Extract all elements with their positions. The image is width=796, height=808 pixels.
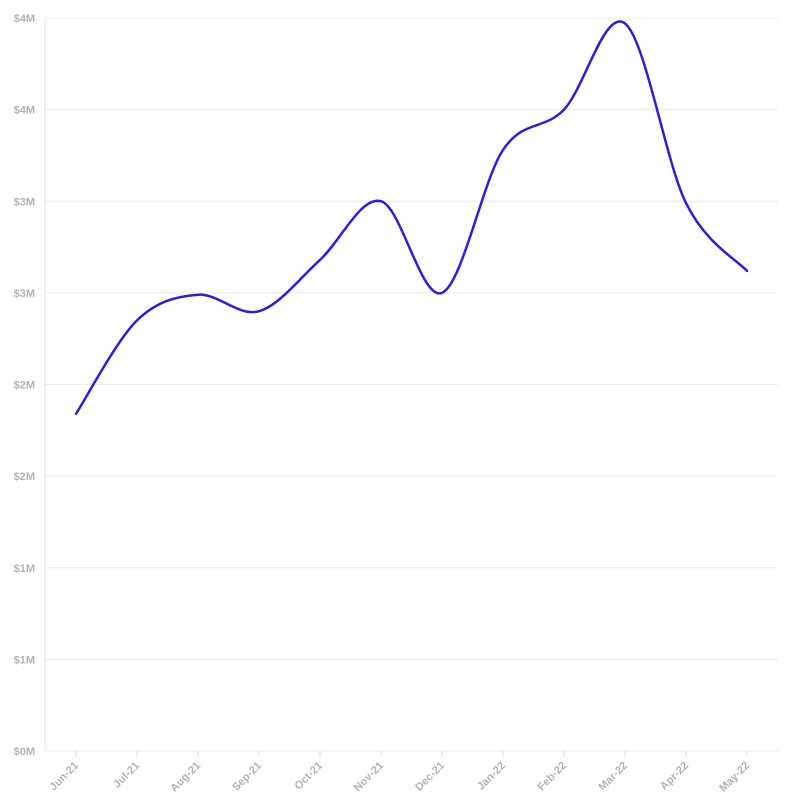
y-tick-label: $0M [14, 746, 35, 758]
x-tick-label: Nov-21 [352, 760, 386, 794]
x-tick-label: May-22 [717, 760, 752, 795]
series-group [74, 20, 749, 416]
x-tick-label: Jun-21 [48, 760, 82, 794]
x-tick-label: Mar-22 [597, 760, 631, 794]
y-tick-label: $3M [14, 288, 35, 300]
x-tick-label: Jan-22 [475, 760, 508, 793]
x-axis-ticks: Jun-21 Jul-21 Aug-21 Sep-21 Oct-21 Nov-21 Dec-… [48, 751, 752, 795]
x-tick-label: Sep-21 [230, 760, 264, 794]
y-tick-label: $2M [14, 380, 35, 392]
x-tick-label: Aug-21 [168, 760, 203, 795]
x-tick-label: Dec-21 [413, 760, 447, 794]
x-tick-label: Jul-21 [111, 760, 142, 791]
x-tick-label: Oct-21 [292, 760, 325, 793]
y-axis-ticks: $0M $1M $1M $2M $2M $3M $3M $4M $4M [14, 13, 35, 758]
grid-lines [45, 17, 778, 752]
y-tick-label: $1M [14, 563, 35, 575]
y-tick-label: $4M [14, 105, 35, 117]
series-line [74, 20, 749, 416]
x-tick-label: Apr-22 [658, 760, 691, 793]
y-tick-label: $2M [14, 471, 35, 483]
y-tick-label: $1M [14, 654, 35, 666]
y-tick-label: $3M [14, 196, 35, 208]
y-tick-label: $4M [14, 13, 35, 25]
x-tick-label: Feb-22 [536, 760, 570, 794]
